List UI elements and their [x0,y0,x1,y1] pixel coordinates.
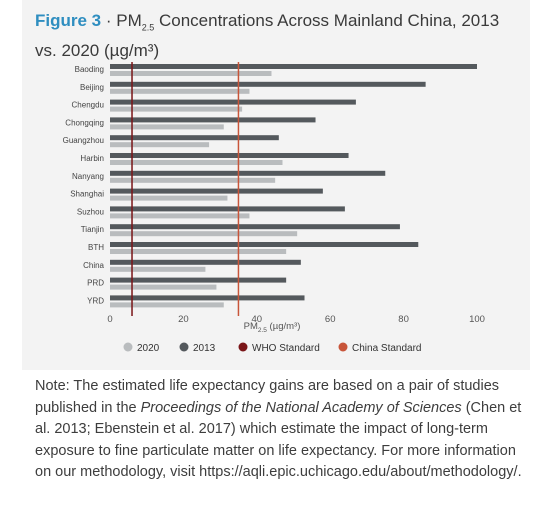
figure-label: Figure 3 [35,11,102,30]
category-label: China [83,261,104,270]
title-subscript: 2.5 [141,22,155,33]
x-axis-label-sub: 2.5 [258,327,267,334]
bar-2013 [110,206,345,212]
x-tick-label: 0 [107,314,112,325]
category-label: Nanyang [72,172,104,181]
category-label: Chongqing [65,118,104,127]
category-label: Beijing [80,83,104,92]
x-axis-ticks: 0 20 40 60 80 100 [107,314,485,325]
figure-title: Figure 3 · PM2.5 Concentrations Across M… [35,9,525,62]
bar-2013 [110,135,279,141]
legend-swatch [238,342,248,352]
bar-2020 [110,195,228,201]
note-journal: Proceedings of the National Academy of S… [140,399,462,416]
category-label: Shanghai [70,190,104,199]
reference-lines [131,62,240,316]
bar-2020 [110,213,250,219]
bar-2013 [110,153,349,158]
bar-2013 [110,188,323,194]
legend-swatch [179,342,189,352]
x-axis-label-main: PM [244,321,258,332]
bar-2020 [110,302,224,308]
bar-2013 [110,170,386,176]
legend-swatch [338,342,348,352]
bar-2020 [110,71,272,76]
bar-2020 [110,124,224,130]
bar-2020 [110,106,243,112]
bar-2020 [110,249,287,254]
title-text: Concentrations Across Mainland China, 20… [35,11,500,61]
category-label: PRD [87,279,104,288]
pm25-bar-chart: Baoding Beijing Chengdu Chongqing Guangzhou H… [63,62,485,354]
x-tick-label: 100 [469,314,485,325]
legend-label: 2013 [193,343,216,354]
x-tick-label: 20 [178,314,189,325]
bar-2020 [110,284,217,290]
title-separator: · PM [101,11,142,30]
footnote: Note: The estimated life expectancy gain… [35,376,530,484]
bar-2020 [110,88,250,94]
category-label: YRD [87,296,104,305]
bars-group [110,64,477,308]
bar-2020 [110,142,210,148]
bar-2013 [110,81,426,87]
category-label: BTH [88,243,104,252]
note-part2: (Chen et al. 2013; Ebenstein et al. 2017… [35,399,522,481]
x-tick-label: 40 [252,314,263,325]
legend: 2020 2013 WHO Standard China Standard [123,342,422,354]
category-label: Baoding [75,65,104,74]
bar-2020 [110,266,206,272]
y-axis-labels: Baoding Beijing Chengdu Chongqing Guangzhou H… [63,65,105,305]
legend-label: China Standard [352,343,422,354]
legend-label: WHO Standard [252,343,320,354]
bar-2013 [110,99,356,105]
figure-panel [22,0,530,370]
bar-2013 [110,117,316,123]
x-axis-label: PM2.5 (µg/m³) [244,321,301,334]
note-part1: Note: The estimated life expectancy gain… [35,378,500,416]
bar-2013 [110,259,301,265]
bar-2013 [110,277,287,283]
x-tick-label: 60 [325,314,336,325]
category-label: Guangzhou [63,136,104,145]
bar-2020 [110,231,298,237]
category-label: Chengdu [72,101,104,110]
bar-2013 [110,295,305,301]
x-axis-label-unit: (µg/m³) [267,321,300,332]
category-label: Harbin [80,154,104,163]
bar-2013 [110,224,400,230]
legend-label: 2020 [137,343,160,354]
legend-swatch [123,342,133,352]
bar-2013 [110,242,419,247]
bar-2013 [110,64,477,69]
bar-2020 [110,177,276,183]
category-label: Suzhou [77,207,104,216]
x-tick-label: 80 [398,314,409,325]
category-label: Tianjin [81,225,104,234]
bar-2020 [110,160,283,165]
